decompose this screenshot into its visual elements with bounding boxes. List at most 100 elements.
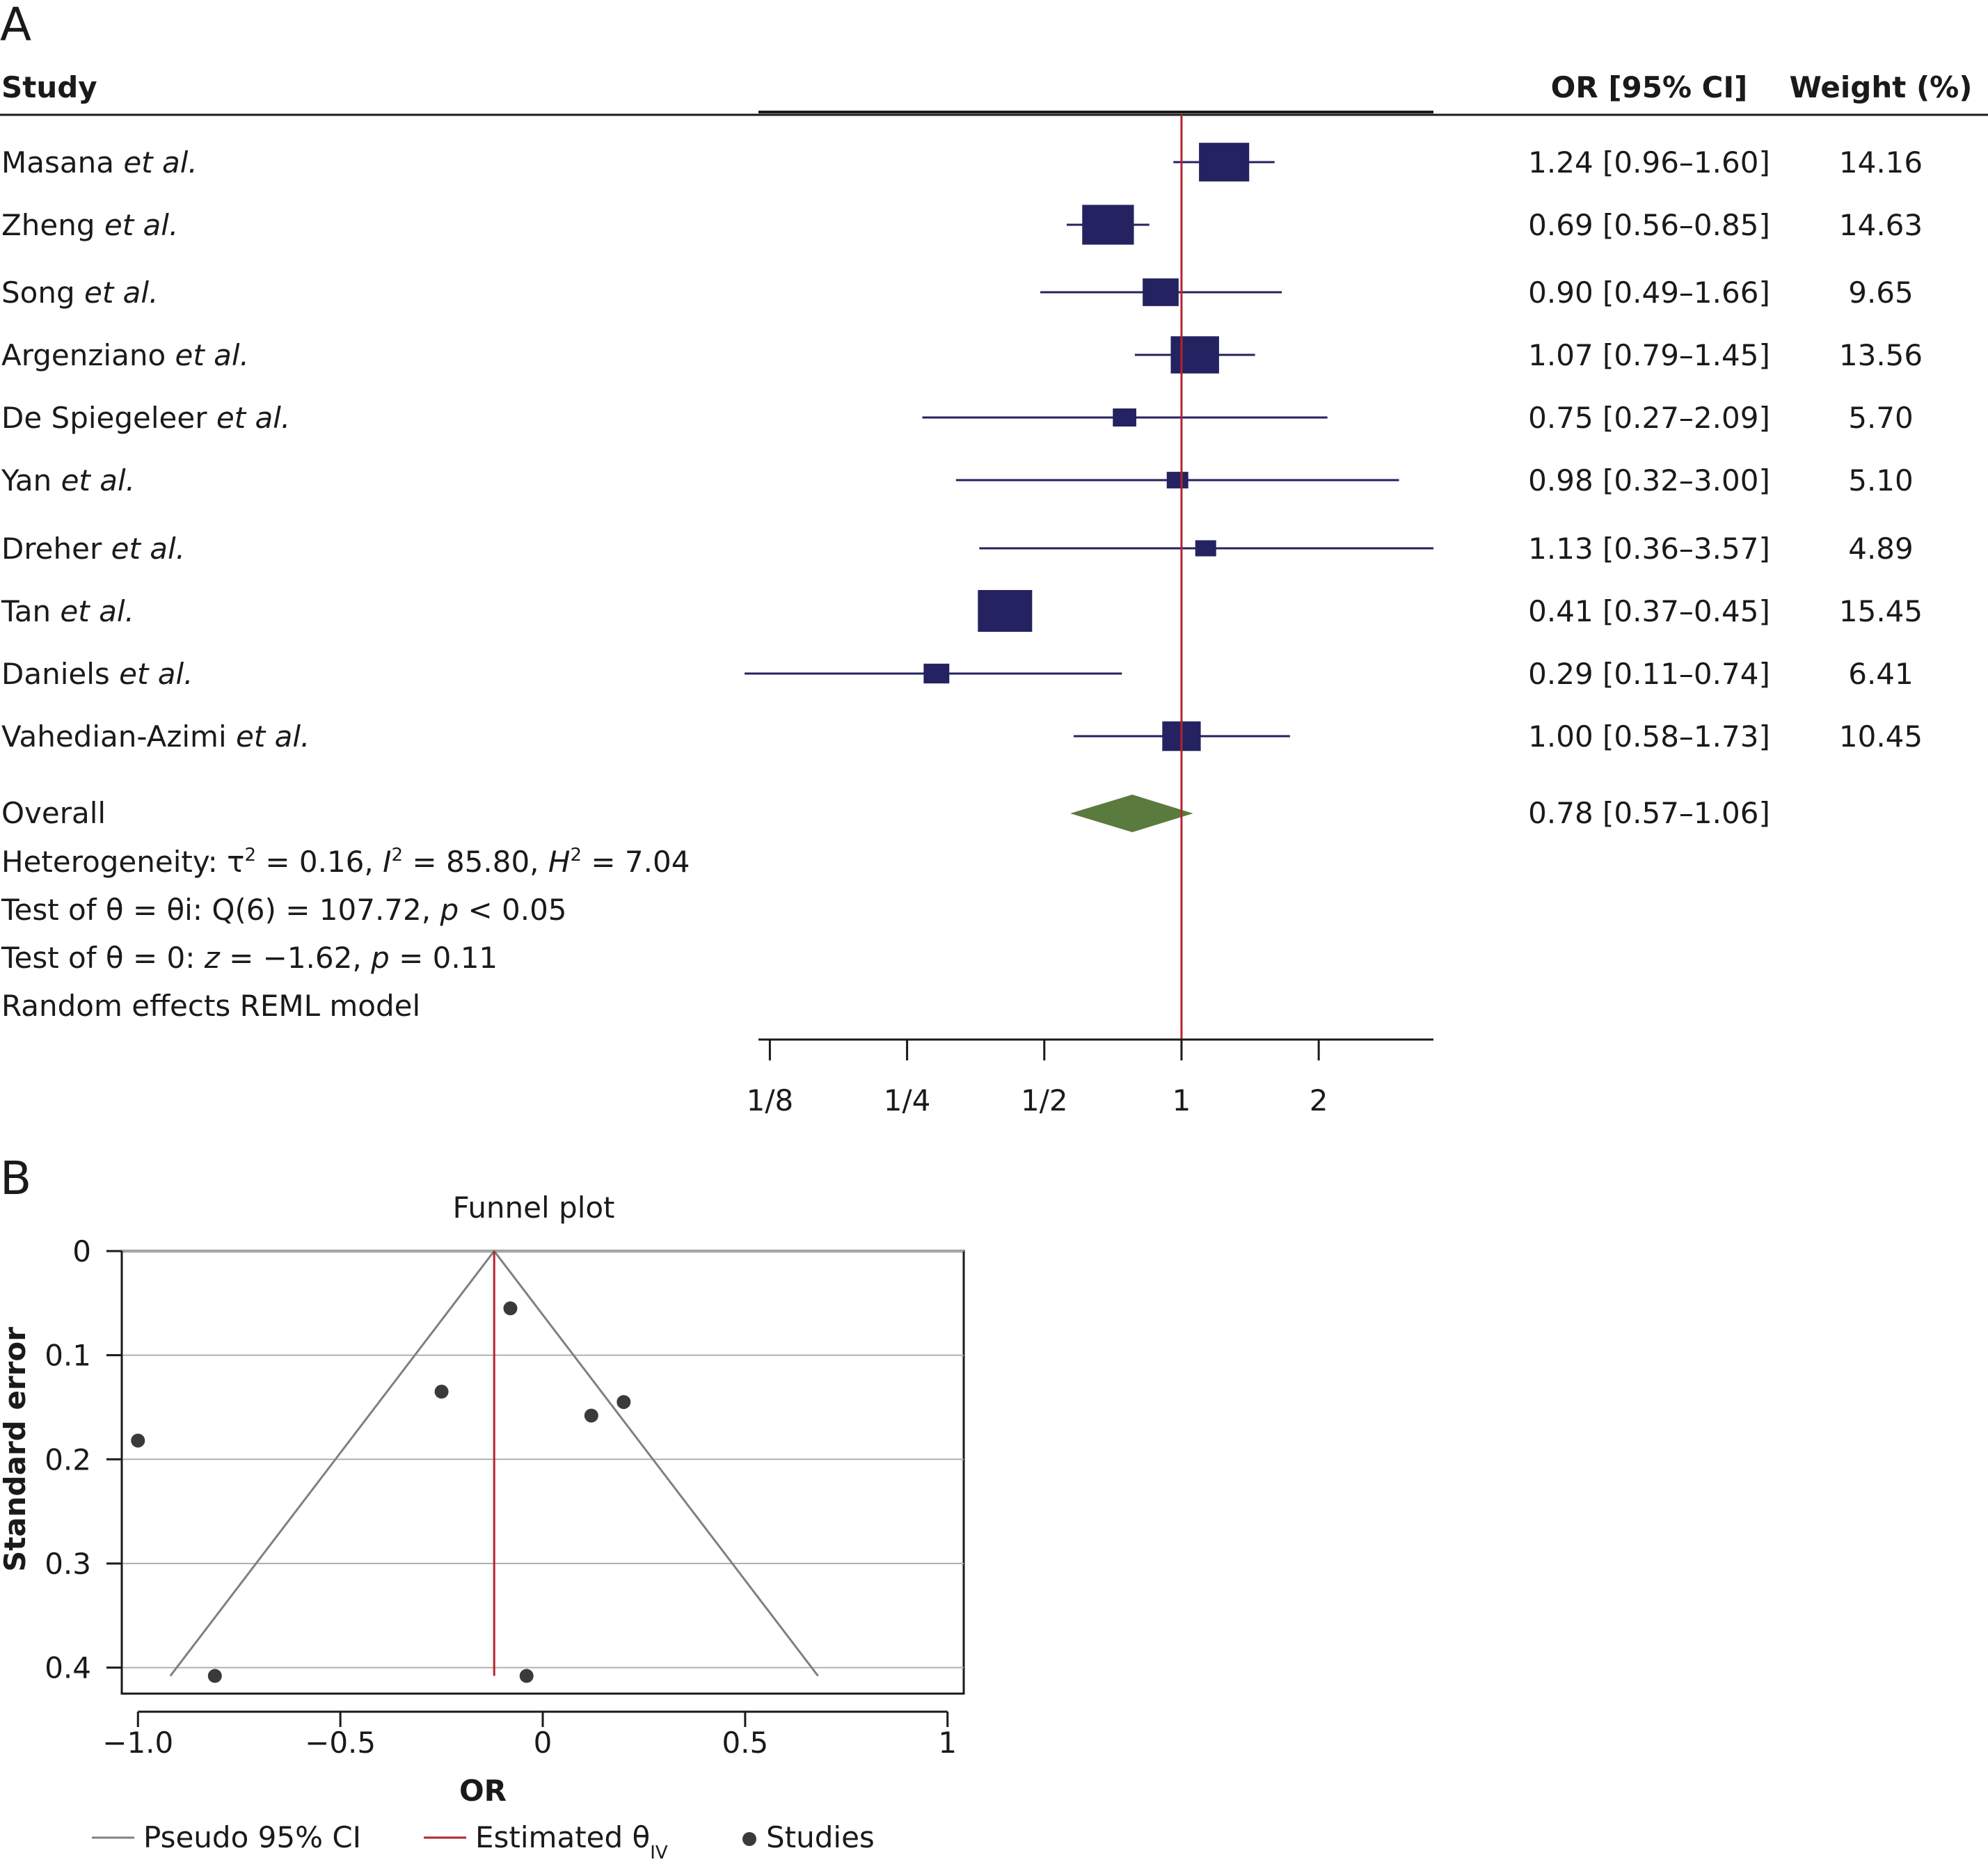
- study-square: [1195, 540, 1216, 557]
- study-row: Masana et al. 1.24 [0.96–1.60] 14.16: [1, 143, 1923, 182]
- forest-ticks: 1/8 1/4 1/2 1 2: [747, 1040, 1328, 1117]
- study-label: Vahedian-Azimi et al.: [1, 719, 310, 754]
- study-suffix: et al.: [216, 401, 290, 435]
- study-name: Masana: [1, 145, 123, 180]
- study-suffix: et al.: [111, 532, 185, 566]
- legend-estimate-label: Estimated θIV: [475, 1820, 668, 1862]
- study-label: Zheng et al.: [1, 208, 178, 242]
- study-row: Vahedian-Azimi et al. 1.00 [0.58–1.73] 10.…: [1, 719, 1923, 754]
- study-name: Argenziano: [1, 338, 175, 372]
- study-weight-text: 10.45: [1839, 719, 1923, 754]
- study-label: Daniels et al.: [1, 657, 193, 691]
- study-point: [584, 1408, 598, 1423]
- forest-tick-label: 1: [1172, 1083, 1191, 1117]
- study-suffix: et al.: [123, 145, 197, 180]
- study-label: Argenziano et al.: [1, 338, 249, 372]
- funnel-x-axis-title: OR: [459, 1774, 507, 1808]
- study-weight-text: 9.65: [1848, 276, 1914, 310]
- study-weight-text: 5.70: [1848, 401, 1914, 435]
- study-ci-text: 1.07 [0.79–1.45]: [1528, 338, 1770, 372]
- study-column-header: Study: [1, 70, 97, 104]
- study-square: [1199, 143, 1250, 182]
- funnel-y-tick-label: 0.1: [45, 1339, 91, 1373]
- funnel-y-tick-label: 0: [72, 1234, 91, 1268]
- study-row: Tan et al. 0.41 [0.37–0.45] 15.45: [1, 589, 1923, 632]
- study-point: [617, 1394, 631, 1409]
- funnel-y-tick-label: 0.3: [45, 1547, 91, 1581]
- funnel-x-tick-label: 1: [938, 1726, 957, 1760]
- study-row: De Spiegeleer et al. 0.75 [0.27–2.09] 5.70: [1, 401, 1914, 435]
- panel-a-label: A: [0, 0, 31, 51]
- study-suffix: et al.: [236, 719, 310, 754]
- study-label: Song et al.: [1, 276, 158, 310]
- or-ci-column-header: OR [95% CI]: [1551, 70, 1748, 104]
- funnel-y-tick-label: 0.2: [45, 1442, 91, 1477]
- study-weight-text: 13.56: [1839, 338, 1923, 372]
- study-weight-text: 6.41: [1848, 657, 1914, 691]
- study-label: De Spiegeleer et al.: [1, 401, 290, 435]
- forest-x-axis: 1/8 1/4 1/2 1 2: [747, 1038, 1433, 1117]
- funnel-x-tick-label: −0.5: [305, 1726, 376, 1760]
- study-row: Zheng et al. 0.69 [0.56–0.85] 14.63: [1, 205, 1923, 245]
- study-row: Daniels et al. 0.29 [0.11–0.74] 6.41: [1, 657, 1914, 691]
- forest-tick-label: 2: [1310, 1083, 1328, 1117]
- heterogeneity-text: Heterogeneity: τ2 = 0.16, I2 = 85.80, H2…: [1, 845, 690, 879]
- funnel-y-tick-label: 0.4: [45, 1651, 91, 1685]
- study-name: Zheng: [1, 208, 104, 242]
- study-ci-text: 0.75 [0.27–2.09]: [1528, 401, 1770, 435]
- study-row: Song et al. 0.90 [0.49–1.66] 9.65: [1, 276, 1914, 310]
- study-name: Vahedian-Azimi: [1, 719, 236, 754]
- study-row: Dreher et al. 1.13 [0.36–3.57] 4.89: [1, 532, 1914, 566]
- study-square: [1113, 408, 1136, 427]
- study-row: Argenziano et al. 1.07 [0.79–1.45] 13.56: [1, 336, 1923, 374]
- study-square: [1143, 278, 1179, 306]
- study-ci-text: 0.29 [0.11–0.74]: [1528, 657, 1770, 691]
- study-point: [434, 1385, 449, 1399]
- overall-label: Overall: [1, 796, 106, 830]
- legend-ci-label: Pseudo 95% CI: [143, 1820, 361, 1854]
- funnel-y-axis: 0 0.1 0.2 0.3 0.4 Standard error: [0, 1234, 123, 1694]
- study-point: [503, 1301, 518, 1316]
- study-square: [923, 663, 950, 684]
- study-name: Yan: [1, 463, 61, 498]
- study-name: Tan: [1, 594, 60, 628]
- panel-b-label: B: [0, 1152, 31, 1205]
- study-square: [1170, 336, 1219, 374]
- model-text: Random effects REML model: [1, 989, 420, 1023]
- funnel-x-tick-label: 0: [534, 1726, 552, 1760]
- legend-studies-swatch: [742, 1832, 756, 1846]
- study-name: Song: [1, 276, 84, 310]
- statistics-block: Heterogeneity: τ2 = 0.16, I2 = 85.80, H2…: [1, 845, 690, 1023]
- weight-column-header: Weight (%): [1790, 70, 1973, 104]
- study-square: [978, 589, 1033, 632]
- study-suffix: et al.: [175, 338, 249, 372]
- study-ci-text: 0.41 [0.37–0.45]: [1528, 594, 1770, 628]
- funnel-title: Funnel plot: [452, 1191, 614, 1225]
- study-weight-text: 4.89: [1848, 532, 1914, 566]
- funnel-x-tick-label: 0.5: [722, 1726, 768, 1760]
- study-label: Dreher et al.: [1, 532, 185, 566]
- funnel-legend: Pseudo 95% CI Estimated θIV Studies: [92, 1820, 875, 1862]
- study-suffix: et al.: [84, 276, 158, 310]
- forest-tick-label: 1/2: [1021, 1083, 1068, 1117]
- legend-studies-label: Studies: [766, 1820, 875, 1854]
- study-weight-text: 14.16: [1839, 145, 1923, 180]
- forest-tick-label: 1/8: [747, 1083, 794, 1117]
- study-ci-text: 1.13 [0.36–3.57]: [1528, 532, 1770, 566]
- study-square: [1082, 205, 1134, 245]
- study-ci-text: 1.24 [0.96–1.60]: [1528, 145, 1770, 180]
- funnel-x-ticks: −1.0 −0.5 0 0.5 1: [102, 1710, 957, 1760]
- study-label: Masana et al.: [1, 145, 198, 180]
- study-ci-text: 0.90 [0.49–1.66]: [1528, 276, 1770, 310]
- study-weight-text: 5.10: [1848, 463, 1914, 498]
- q-test-text: Test of θ = θi: Q(6) = 107.72, p < 0.05: [1, 893, 567, 927]
- study-suffix: et al.: [104, 208, 178, 242]
- study-label: Yan et al.: [1, 463, 135, 498]
- study-weight-text: 15.45: [1839, 594, 1923, 628]
- study-weight-text: 14.63: [1839, 208, 1923, 242]
- study-label: Tan et al.: [1, 594, 134, 628]
- overall-diamond: [1070, 795, 1193, 832]
- z-test-text: Test of θ = 0: z = −1.62, p = 0.11: [1, 941, 498, 975]
- forest-tick-label: 1/4: [884, 1083, 931, 1117]
- funnel-x-tick-label: −1.0: [102, 1726, 173, 1760]
